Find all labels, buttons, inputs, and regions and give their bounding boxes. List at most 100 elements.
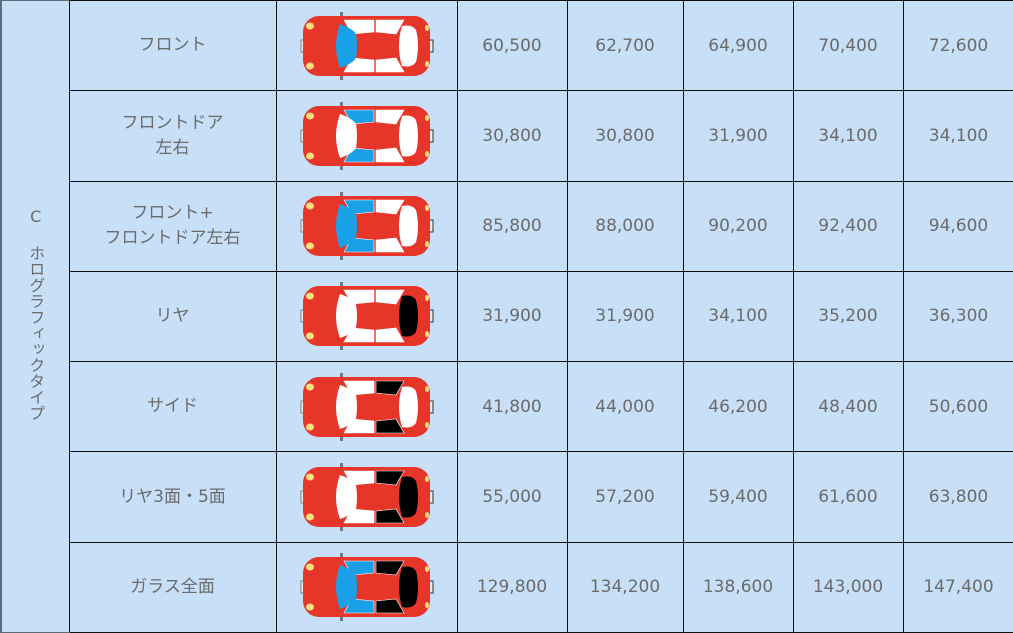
price: 64,900 [708,35,768,56]
price-cell: 62,700 [566,0,684,92]
price: 72,600 [928,35,989,56]
price-cell: 143,000 [792,541,904,633]
price: 30,800 [482,125,542,146]
option-name-cell: サイド [68,361,277,453]
price: 143,000 [812,577,884,598]
price: 44,000 [595,396,655,417]
price: 50,600 [928,396,989,417]
option-name-cell: フロントドア 左右 [68,90,277,182]
price-cell: 72,600 [902,0,1013,92]
price: 90,200 [708,216,768,237]
price-cell: 64,900 [682,0,794,92]
price-cell: 147,400 [902,541,1013,633]
price: 94,600 [928,216,989,237]
price-cell: 46,200 [682,361,794,453]
car-diagram-icon [300,11,433,80]
option-name: サイド [147,396,198,417]
price-cell: 48,400 [792,361,904,453]
price-cell: 138,600 [682,541,794,633]
price: 31,900 [482,306,542,327]
price: 129,800 [476,577,548,598]
price: 31,900 [595,306,655,327]
price: 60,500 [482,35,542,56]
car-diagram-icon [300,282,433,351]
price-cell: 61,600 [792,451,904,543]
price-cell: 30,800 [566,90,684,182]
price: 48,400 [818,396,878,417]
price: 61,600 [818,487,878,508]
price-cell: 41,800 [456,361,568,453]
price-cell: 63,800 [902,451,1013,543]
table-row: リヤ 31,900 31,900 34,100 35,200 36,300 [1,270,1013,363]
price: 134,200 [589,577,661,598]
price: 34,100 [708,306,768,327]
car-diagram-cell [275,361,458,453]
car-diagram-cell [275,90,458,182]
car-diagram-icon [300,372,433,441]
price-cell: 59,400 [682,451,794,543]
price: 36,300 [928,306,989,327]
price: 35,200 [818,306,878,327]
price: 62,700 [595,35,655,56]
price: 92,400 [818,216,878,237]
price-cell: 90,200 [682,180,794,272]
price: 138,600 [702,577,774,598]
price-cell: 34,100 [792,90,904,182]
price-cell: 70,400 [792,0,904,92]
price-cell: 55,000 [456,451,568,543]
price-cell: 44,000 [566,361,684,453]
option-name: フロント+ フロントドア左右 [104,203,241,249]
option-name: ガラス全面 [130,576,215,597]
price-cell: 31,900 [682,90,794,182]
price-cell: 31,900 [456,270,568,363]
option-name-cell: フロント+ フロントドア左右 [68,180,277,272]
price: 63,800 [928,487,989,508]
price: 30,800 [595,125,655,146]
price-cell: 94,600 [902,180,1013,272]
option-name-cell: フロント [68,0,277,92]
option-name-cell: ガラス全面 [68,541,277,633]
table-row: ガラス全面 129,800 134,200 138,600 143,000 147,40… [1,541,1013,633]
option-name-cell: リヤ [68,270,277,363]
price-cell: 50,600 [902,361,1013,453]
option-name: フロント [138,35,207,56]
group-label: C ホログラフィックタイプ [26,207,46,421]
car-diagram-icon [300,463,433,532]
price-cell: 34,100 [902,90,1013,182]
option-name: フロントドア 左右 [121,112,224,158]
price-cell: 36,300 [902,270,1013,363]
price-cell: 85,800 [456,180,568,272]
price-cell: 35,200 [792,270,904,363]
car-diagram-cell [275,270,458,363]
car-diagram-cell [275,0,458,92]
price-cell: 134,200 [566,541,684,633]
price: 147,400 [923,577,994,598]
option-name-cell: リヤ3面・5面 [68,451,277,543]
car-diagram-icon [300,553,433,622]
car-diagram-icon [300,101,433,170]
price-cell: 60,500 [456,0,568,92]
price: 55,000 [482,487,542,508]
car-diagram-cell [275,451,458,543]
option-name: リヤ [155,305,190,326]
price-cell: 30,800 [456,90,568,182]
price: 85,800 [482,216,542,237]
price-cell: 129,800 [456,541,568,633]
price: 41,800 [482,396,542,417]
group-label-cell: C ホログラフィックタイプ [0,0,70,633]
table-row: リヤ3面・5面 55,000 57,200 59,400 61,600 63,800 [1,451,1013,543]
table-row: フロントドア 左右 30,800 30,800 31,900 34,100 34,100 [1,90,1013,182]
price: 46,200 [708,396,768,417]
price-cell: 88,000 [566,180,684,272]
price: 70,400 [818,35,878,56]
car-diagram-cell [275,180,458,272]
car-diagram-cell [275,541,458,633]
price-cell: 31,900 [566,270,684,363]
price: 34,100 [928,125,989,146]
table-row: フロント+ フロントドア左右 85,800 88,000 90,200 92,400 9… [1,180,1013,272]
price-cell: 57,200 [566,451,684,543]
car-diagram-icon [300,192,433,261]
price-cell: 92,400 [792,180,904,272]
price-cell: 34,100 [682,270,794,363]
